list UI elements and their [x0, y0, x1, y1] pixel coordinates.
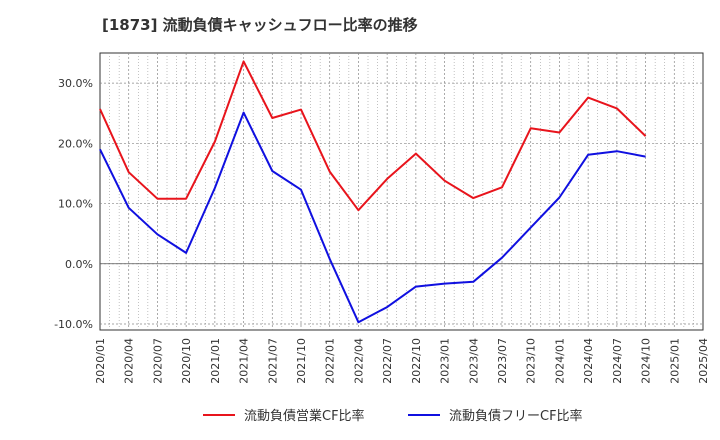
series-line-2	[99, 111, 646, 324]
x-tick-label: 2021/04	[238, 338, 251, 384]
x-tick-label: 2023/07	[496, 338, 509, 384]
x-tick-label: 2020/07	[151, 338, 164, 384]
x-tick-label: 2022/01	[324, 338, 337, 384]
x-tick-label: 2024/01	[553, 338, 566, 384]
plot-area	[99, 52, 704, 331]
x-tick-label: 2024/07	[611, 338, 624, 384]
legend-label-2: 流動負債フリーCF比率	[449, 408, 583, 424]
y-tick-label: 10.0%	[58, 198, 93, 211]
y-tick-label: 0.0%	[65, 258, 93, 271]
y-tick-label: 30.0%	[58, 77, 93, 90]
x-tick-label: 2022/04	[352, 338, 365, 384]
x-tick-label: 2021/10	[295, 338, 308, 384]
x-tick-label: 2022/07	[381, 338, 394, 384]
y-tick-label: -10.0%	[54, 318, 93, 331]
series-line-1	[99, 60, 647, 212]
x-tick-label: 2023/10	[525, 338, 538, 384]
x-tick-label: 2025/01	[668, 338, 681, 384]
x-tick-label: 2020/01	[94, 338, 107, 384]
x-tick-label: 2022/10	[410, 338, 423, 384]
x-tick-label: 2021/01	[209, 338, 222, 384]
x-tick-label: 2024/10	[640, 338, 653, 384]
x-tick-label: 2021/07	[266, 338, 279, 384]
y-tick-label: 20.0%	[58, 137, 93, 150]
x-tick-label: 2023/04	[467, 338, 480, 384]
x-tick-label: 2020/04	[123, 338, 136, 384]
chart-title: [1873] 流動負債キャッシュフロー比率の推移	[102, 16, 418, 34]
legend-label-1: 流動負債営業CF比率	[244, 408, 365, 424]
x-tick-label: 2023/01	[439, 338, 452, 384]
x-tick-label: 2025/04	[697, 338, 710, 384]
x-tick-label: 2024/04	[582, 338, 595, 384]
x-tick-label: 2020/10	[180, 338, 193, 384]
